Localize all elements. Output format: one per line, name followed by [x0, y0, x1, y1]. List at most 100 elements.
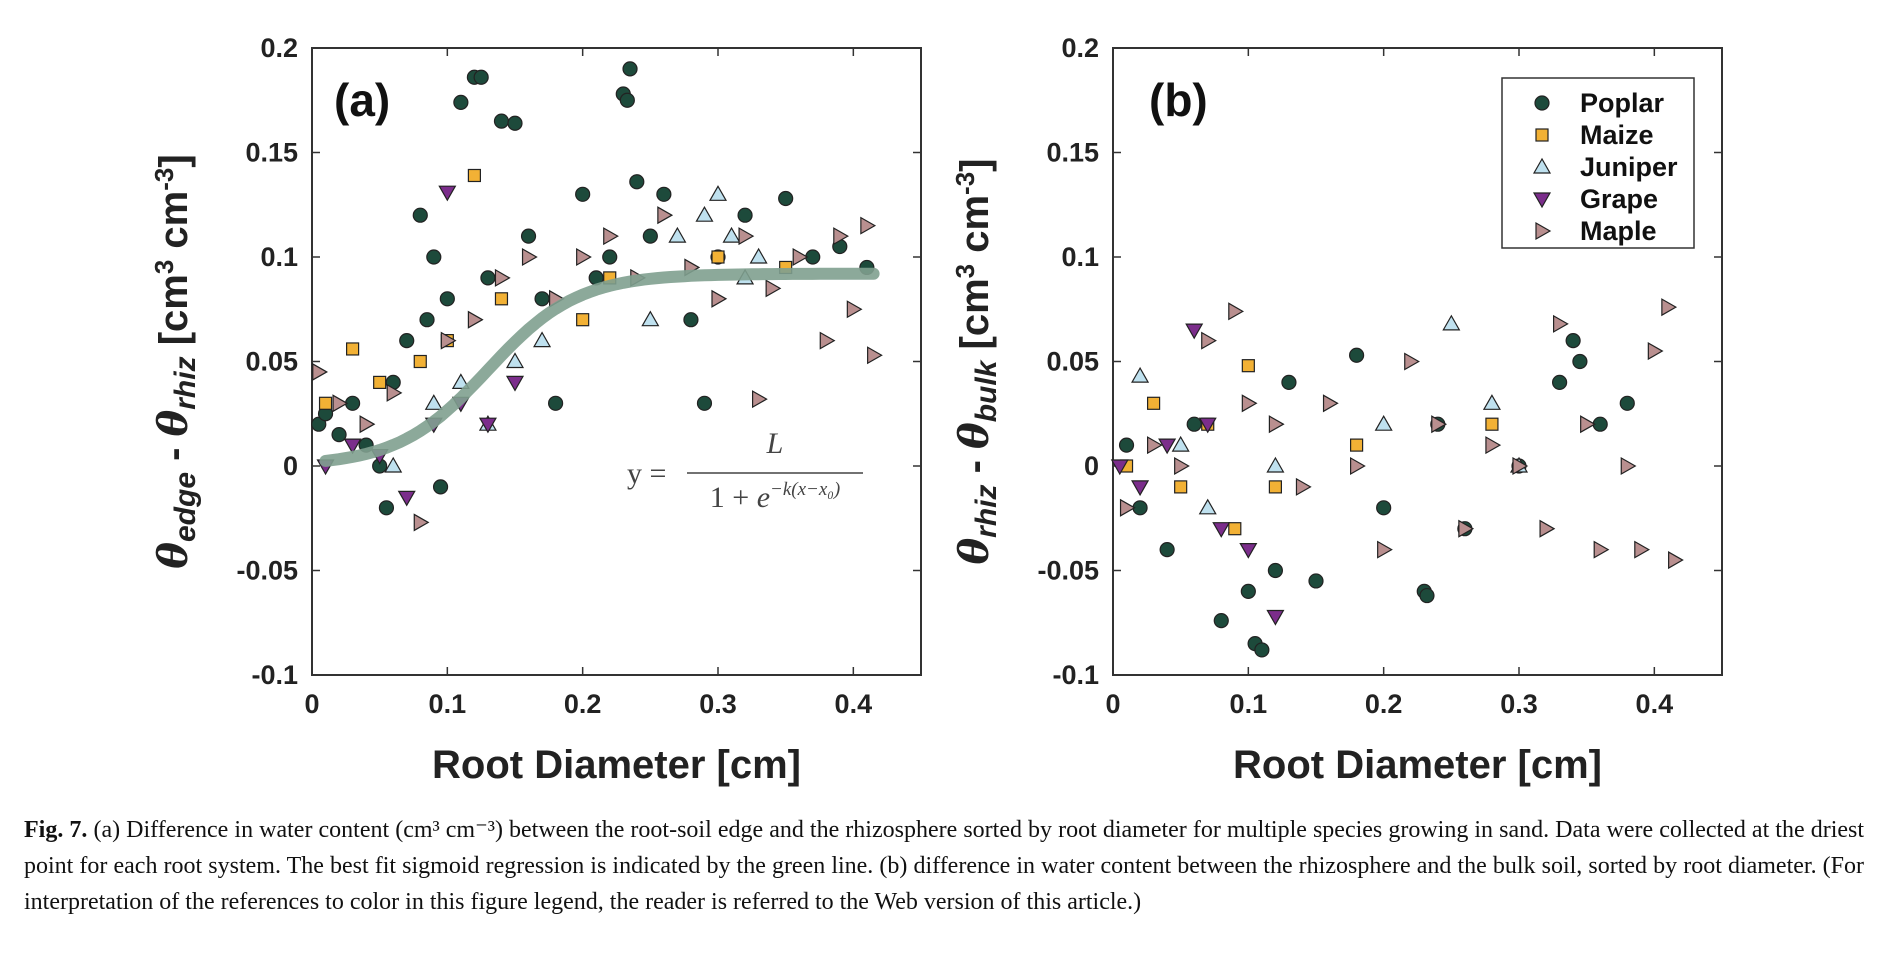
- data-point: [1482, 394, 1501, 410]
- data-point: [860, 216, 877, 235]
- data-point: [332, 394, 349, 413]
- data-point: [1572, 353, 1588, 370]
- data-point: [384, 456, 403, 473]
- data-point: [413, 513, 430, 532]
- data-point: [1580, 415, 1596, 434]
- data-point: [467, 168, 481, 183]
- legend-box: [1501, 77, 1695, 249]
- y-tick-label: 0: [1084, 451, 1099, 481]
- data-point: [778, 190, 794, 207]
- data-point: [494, 292, 509, 306]
- data-point: [412, 207, 428, 223]
- legend-label-juniper: Juniper: [1580, 152, 1678, 182]
- y-tick-label: -0.05: [1037, 556, 1099, 586]
- data-point: [359, 415, 376, 434]
- data-point: [1267, 562, 1284, 579]
- legend-marker-grape: [1532, 192, 1552, 209]
- data-point: [722, 226, 741, 243]
- data-point: [1668, 551, 1684, 570]
- figure-caption: Fig. 7. (a) Difference in water content …: [24, 812, 1864, 920]
- panel-label: (b): [1149, 74, 1208, 126]
- data-point: [575, 186, 591, 202]
- data-point: [751, 390, 768, 409]
- data-point: [1647, 342, 1664, 361]
- data-point: [533, 331, 552, 348]
- data-point: [432, 479, 449, 495]
- data-point: [668, 226, 687, 243]
- data-point: [833, 227, 850, 246]
- data-point: [1661, 298, 1678, 317]
- data-point: [386, 383, 403, 402]
- data-point: [846, 300, 863, 319]
- data-point: [1146, 396, 1161, 410]
- x-tick-label: 0.1: [1230, 689, 1268, 719]
- x-tick-label: 0: [304, 689, 319, 719]
- data-point: [1119, 498, 1136, 517]
- data-point: [1266, 609, 1285, 626]
- data-point: [473, 69, 489, 85]
- data-point: [792, 247, 809, 267]
- data-point: [1431, 415, 1448, 434]
- equation-lhs: y =: [627, 457, 666, 490]
- y-axis-label: θrhiz - θbulk [cm3 cm-3]: [950, 158, 1003, 564]
- data-point: [378, 500, 395, 516]
- data-point: [1118, 437, 1135, 453]
- data-point: [426, 249, 442, 265]
- legend-marker-maple: [1535, 221, 1552, 241]
- data-point: [695, 205, 714, 222]
- data-point: [478, 417, 497, 434]
- data-point: [1212, 522, 1231, 538]
- data-point: [1201, 331, 1217, 350]
- equation-numerator: L: [766, 427, 784, 460]
- data-point: [1593, 540, 1610, 559]
- data-point: [1174, 480, 1188, 494]
- data-point: [413, 354, 427, 369]
- data-point: [708, 185, 728, 201]
- x-axis-label: Root Diameter [cm]: [1233, 743, 1602, 787]
- data-point: [439, 291, 455, 307]
- data-point: [343, 438, 362, 455]
- data-point: [1485, 436, 1502, 455]
- data-point: [1458, 519, 1475, 538]
- y-tick-label: 0.15: [245, 138, 298, 168]
- data-point: [749, 247, 768, 264]
- legend-label-grape: Grape: [1580, 184, 1658, 214]
- data-point: [656, 186, 672, 202]
- y-tick-label: -0.1: [251, 660, 298, 690]
- data-point: [1228, 522, 1242, 536]
- legend-marker-maize: [1535, 128, 1549, 142]
- y-tick-label: 0.05: [245, 347, 298, 377]
- data-point: [1565, 333, 1581, 349]
- x-tick-label: 0.3: [1500, 689, 1538, 719]
- data-point: [1158, 438, 1177, 455]
- data-point: [1174, 456, 1190, 476]
- data-point: [1348, 347, 1365, 363]
- data-point: [1185, 323, 1204, 340]
- data-point: [1241, 359, 1255, 373]
- series-poplar: [1118, 333, 1635, 658]
- data-point: [1485, 417, 1499, 431]
- data-point: [494, 268, 511, 287]
- x-tick-label: 0.4: [1636, 689, 1674, 719]
- data-point: [1266, 456, 1285, 473]
- data-point: [867, 346, 883, 365]
- y-tick-label: 0: [283, 451, 298, 481]
- data-point: [1198, 417, 1217, 434]
- x-tick-label: 0.2: [564, 689, 602, 719]
- y-tick-label: -0.1: [1052, 660, 1099, 690]
- data-point: [534, 291, 550, 307]
- data-point: [696, 395, 713, 411]
- legend-label-poplar: Poplar: [1580, 88, 1665, 118]
- y-tick-label: 0.15: [1046, 138, 1099, 168]
- data-point: [641, 310, 660, 327]
- data-point: [1281, 374, 1297, 390]
- panel-a: 0 0.1 0.2 0.3 0.4 0.2 0.15 0.1 0.05 0 -0.05 -0.1 Roo…: [149, 33, 922, 787]
- x-tick-label: 0.2: [1365, 689, 1403, 719]
- data-point: [440, 331, 457, 350]
- data-point: [629, 174, 645, 190]
- data-point: [346, 342, 360, 356]
- y-tick-label: 0.05: [1046, 347, 1099, 377]
- figure: 0 0.1 0.2 0.3 0.4 0.2 0.15 0.1 0.05 0 -0.05 -0.1 Roo…: [149, 33, 1723, 787]
- data-point: [521, 247, 538, 267]
